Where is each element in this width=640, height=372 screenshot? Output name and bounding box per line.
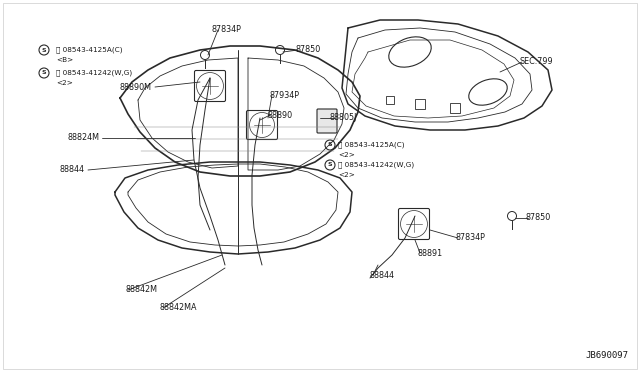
Text: 87850: 87850 (525, 214, 550, 222)
Text: 88890: 88890 (268, 110, 293, 119)
Text: SEC.799: SEC.799 (520, 58, 554, 67)
Text: Ⓢ 08543-41242(W,G): Ⓢ 08543-41242(W,G) (338, 162, 414, 168)
Text: 88824M: 88824M (68, 134, 100, 142)
FancyBboxPatch shape (317, 109, 337, 133)
Text: 87834P: 87834P (455, 234, 485, 243)
Text: Ⓢ 08543-4125A(C): Ⓢ 08543-4125A(C) (338, 142, 404, 148)
Text: 87834P: 87834P (212, 26, 242, 35)
Text: <2>: <2> (56, 80, 73, 86)
Text: 88890M: 88890M (120, 83, 152, 92)
Text: 87850: 87850 (295, 45, 320, 55)
Text: S: S (328, 142, 332, 148)
Text: 88844: 88844 (60, 166, 85, 174)
Text: 87934P: 87934P (270, 90, 300, 99)
Text: <2>: <2> (338, 172, 355, 178)
Bar (386, 96, 394, 104)
Text: <2>: <2> (338, 152, 355, 158)
Text: 88842MA: 88842MA (160, 304, 198, 312)
Text: 88805J: 88805J (330, 113, 357, 122)
Text: S: S (42, 48, 46, 52)
Bar (415, 99, 425, 109)
Text: 88891: 88891 (418, 248, 443, 257)
Text: JB690097: JB690097 (585, 351, 628, 360)
Text: 88844: 88844 (370, 270, 395, 279)
Text: <B>: <B> (56, 57, 73, 63)
Text: S: S (42, 71, 46, 76)
Text: S: S (328, 163, 332, 167)
Text: Ⓢ 08543-4125A(C): Ⓢ 08543-4125A(C) (56, 47, 122, 53)
Text: 88842M: 88842M (125, 285, 157, 295)
Text: Ⓢ 08543-41242(W,G): Ⓢ 08543-41242(W,G) (56, 70, 132, 76)
Bar (450, 103, 460, 113)
